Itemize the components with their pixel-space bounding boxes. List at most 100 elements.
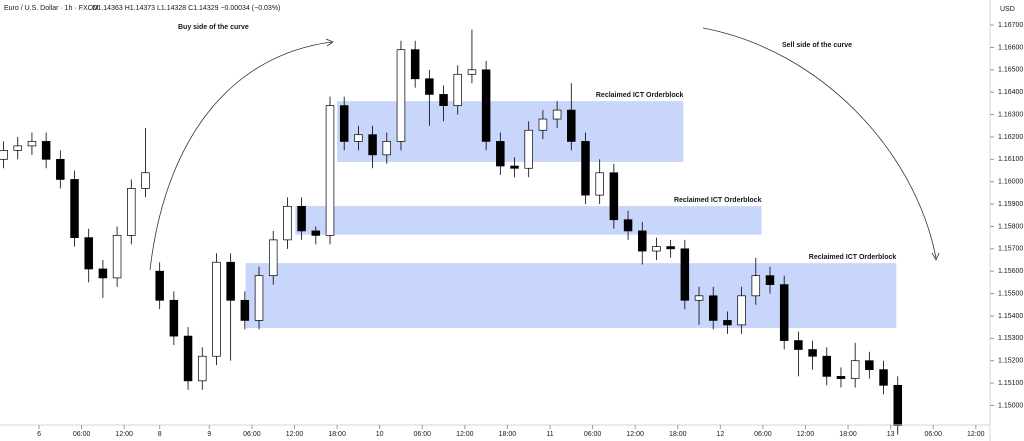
y-tick-label: 1.16200	[998, 134, 1023, 141]
candle-body	[354, 134, 363, 142]
candle-body	[822, 355, 832, 377]
x-tick-label: 13	[887, 431, 895, 438]
arrow-head	[931, 252, 940, 261]
y-tick-label: 1.16700	[998, 22, 1023, 29]
candle-body	[652, 246, 661, 252]
x-tick-label: 06:00	[243, 431, 261, 438]
x-tick-label: 12:00	[967, 431, 985, 438]
candle-body	[268, 239, 278, 277]
candle-body	[56, 158, 65, 180]
x-tick-label: 12	[716, 431, 724, 438]
candle-body	[893, 384, 902, 426]
x-tick-label: 12:00	[456, 431, 474, 438]
candle-body	[226, 261, 235, 301]
orderblock-zone	[337, 101, 684, 163]
x-tick-label: 9	[207, 431, 211, 438]
y-tick-label: 1.15800	[998, 223, 1023, 230]
quote: O1.14363 H1.14373 L1.14328 C1.14329 −0.0…	[92, 5, 280, 12]
candle-body	[595, 172, 604, 196]
y-tick-label: 1.15700	[998, 246, 1023, 253]
curve-arrow	[702, 27, 937, 259]
x-tick-label: 18:00	[328, 431, 346, 438]
candle-body	[439, 94, 448, 106]
candle-body	[325, 105, 335, 236]
candle-body	[155, 270, 164, 301]
candle-body	[425, 78, 434, 95]
chart-title: Euro / U.S. Dollar · 1h · FXCM	[4, 5, 99, 12]
x-tick-label: 06:00	[413, 431, 431, 438]
candle-body	[382, 141, 392, 156]
x-tick-label: 11	[546, 431, 553, 438]
x-tick-label: 06:00	[754, 431, 772, 438]
arrow-head	[325, 38, 334, 47]
y-tick-label: 1.16300	[998, 111, 1023, 118]
candle-body	[581, 141, 590, 196]
candle-body	[127, 188, 136, 236]
candle-body	[70, 179, 79, 238]
candle-body	[737, 295, 746, 326]
candle-body	[808, 349, 817, 357]
x-tick-label: 12:00	[115, 431, 133, 438]
x-tick-label: 06:00	[73, 431, 91, 438]
plot	[0, 29, 902, 435]
x-tick-label: 06:00	[584, 431, 602, 438]
x-tick-label: 12:00	[286, 431, 304, 438]
x-tick-label: 18:00	[669, 431, 687, 438]
x-tick-label: 12:00	[797, 431, 815, 438]
y-tick-label: 1.15200	[998, 358, 1023, 365]
candle-body	[708, 295, 718, 321]
candle-body	[538, 118, 548, 131]
candle-body	[297, 205, 306, 232]
x-tick-label: 06:00	[924, 431, 942, 438]
y-tick-label: 1.15400	[998, 313, 1023, 320]
candle-body	[680, 248, 690, 301]
candle-body	[850, 360, 860, 379]
candle-body	[623, 219, 633, 232]
candle-body	[283, 205, 292, 241]
y-tick-label: 1.15900	[998, 201, 1023, 208]
candle-body	[609, 172, 619, 221]
y-axis-label: USD	[1000, 6, 1015, 13]
candle-body	[396, 49, 406, 142]
candle-body	[524, 129, 533, 169]
candle-body	[453, 73, 462, 106]
candle-body	[410, 49, 420, 80]
candle-body	[765, 275, 775, 285]
candle-body	[481, 69, 491, 142]
y-tick-label: 1.16400	[998, 89, 1023, 96]
candle-body	[198, 355, 207, 382]
x-tick-label: 18:00	[839, 431, 857, 438]
y-tick-label: 1.15100	[998, 380, 1023, 387]
candle-body	[836, 376, 846, 379]
candle-body	[98, 268, 108, 279]
candle-body	[183, 335, 193, 382]
zone-label: Reclaimed ICT Orderblock	[596, 92, 684, 99]
candle-body	[27, 141, 37, 147]
candle-body	[779, 284, 789, 341]
annotation: Buy side of the curve	[178, 24, 249, 31]
candle-body	[240, 299, 250, 321]
candle-body	[510, 165, 519, 169]
orderblock-zone	[245, 263, 897, 329]
candle-body	[694, 295, 704, 301]
orderblock-zone	[295, 206, 762, 235]
candle-body	[141, 172, 150, 189]
candle-body	[496, 141, 505, 167]
candle-body	[169, 299, 179, 337]
x-tick-label: 10	[376, 431, 384, 438]
candle-body	[212, 261, 221, 357]
annotation: Sell side of the curve	[782, 42, 852, 49]
curve-arrow	[149, 41, 333, 271]
x-tick-label: 8	[158, 431, 162, 438]
y-tick-label: 1.15300	[998, 335, 1023, 342]
candle-body	[751, 275, 761, 297]
candle-body	[794, 340, 803, 350]
y-tick-label: 1.16600	[998, 44, 1023, 51]
candle-body	[666, 246, 675, 250]
candle-body	[13, 145, 22, 151]
candle-body	[368, 134, 377, 156]
candle-body	[879, 369, 888, 386]
y-tick-label: 1.16000	[998, 179, 1023, 186]
candle-body	[311, 230, 321, 236]
